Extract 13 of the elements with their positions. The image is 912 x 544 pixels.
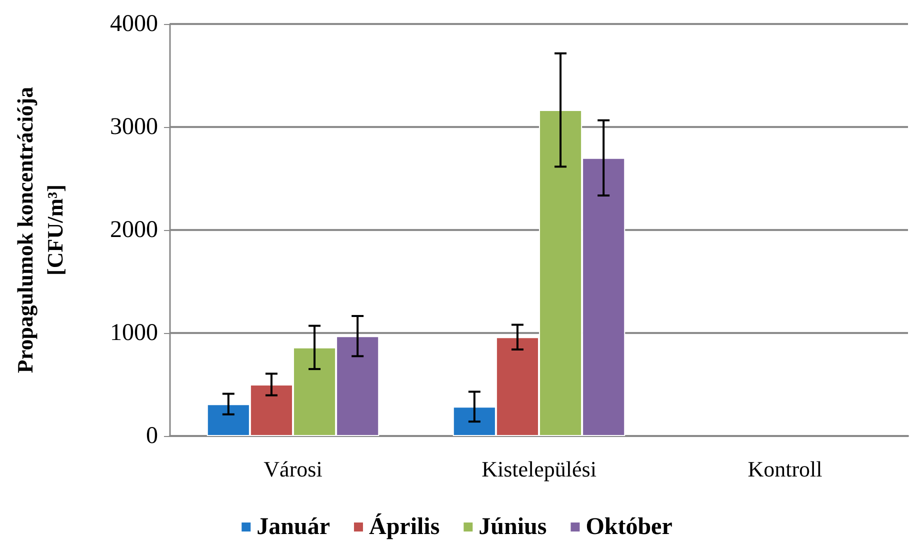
- y-tick-label: 0: [146, 423, 158, 449]
- x-tick-label: Kontroll: [748, 456, 822, 482]
- y-tick-label: 4000: [110, 11, 158, 37]
- x-tick-label: Kistelepülési: [482, 456, 596, 482]
- legend-label: Október: [586, 514, 673, 540]
- x-tick-label: Városi: [264, 456, 322, 482]
- legend-label: Január: [256, 514, 330, 540]
- legend-label: Április: [368, 513, 440, 540]
- y-axis-title: Propagulumok koncentrációja [CFU/m³]: [12, 86, 68, 374]
- y-tick-label: 1000: [110, 320, 158, 346]
- legend-label: Június: [478, 514, 547, 540]
- y-tick-label: 3000: [110, 114, 158, 140]
- y-tick-label: 2000: [110, 217, 158, 243]
